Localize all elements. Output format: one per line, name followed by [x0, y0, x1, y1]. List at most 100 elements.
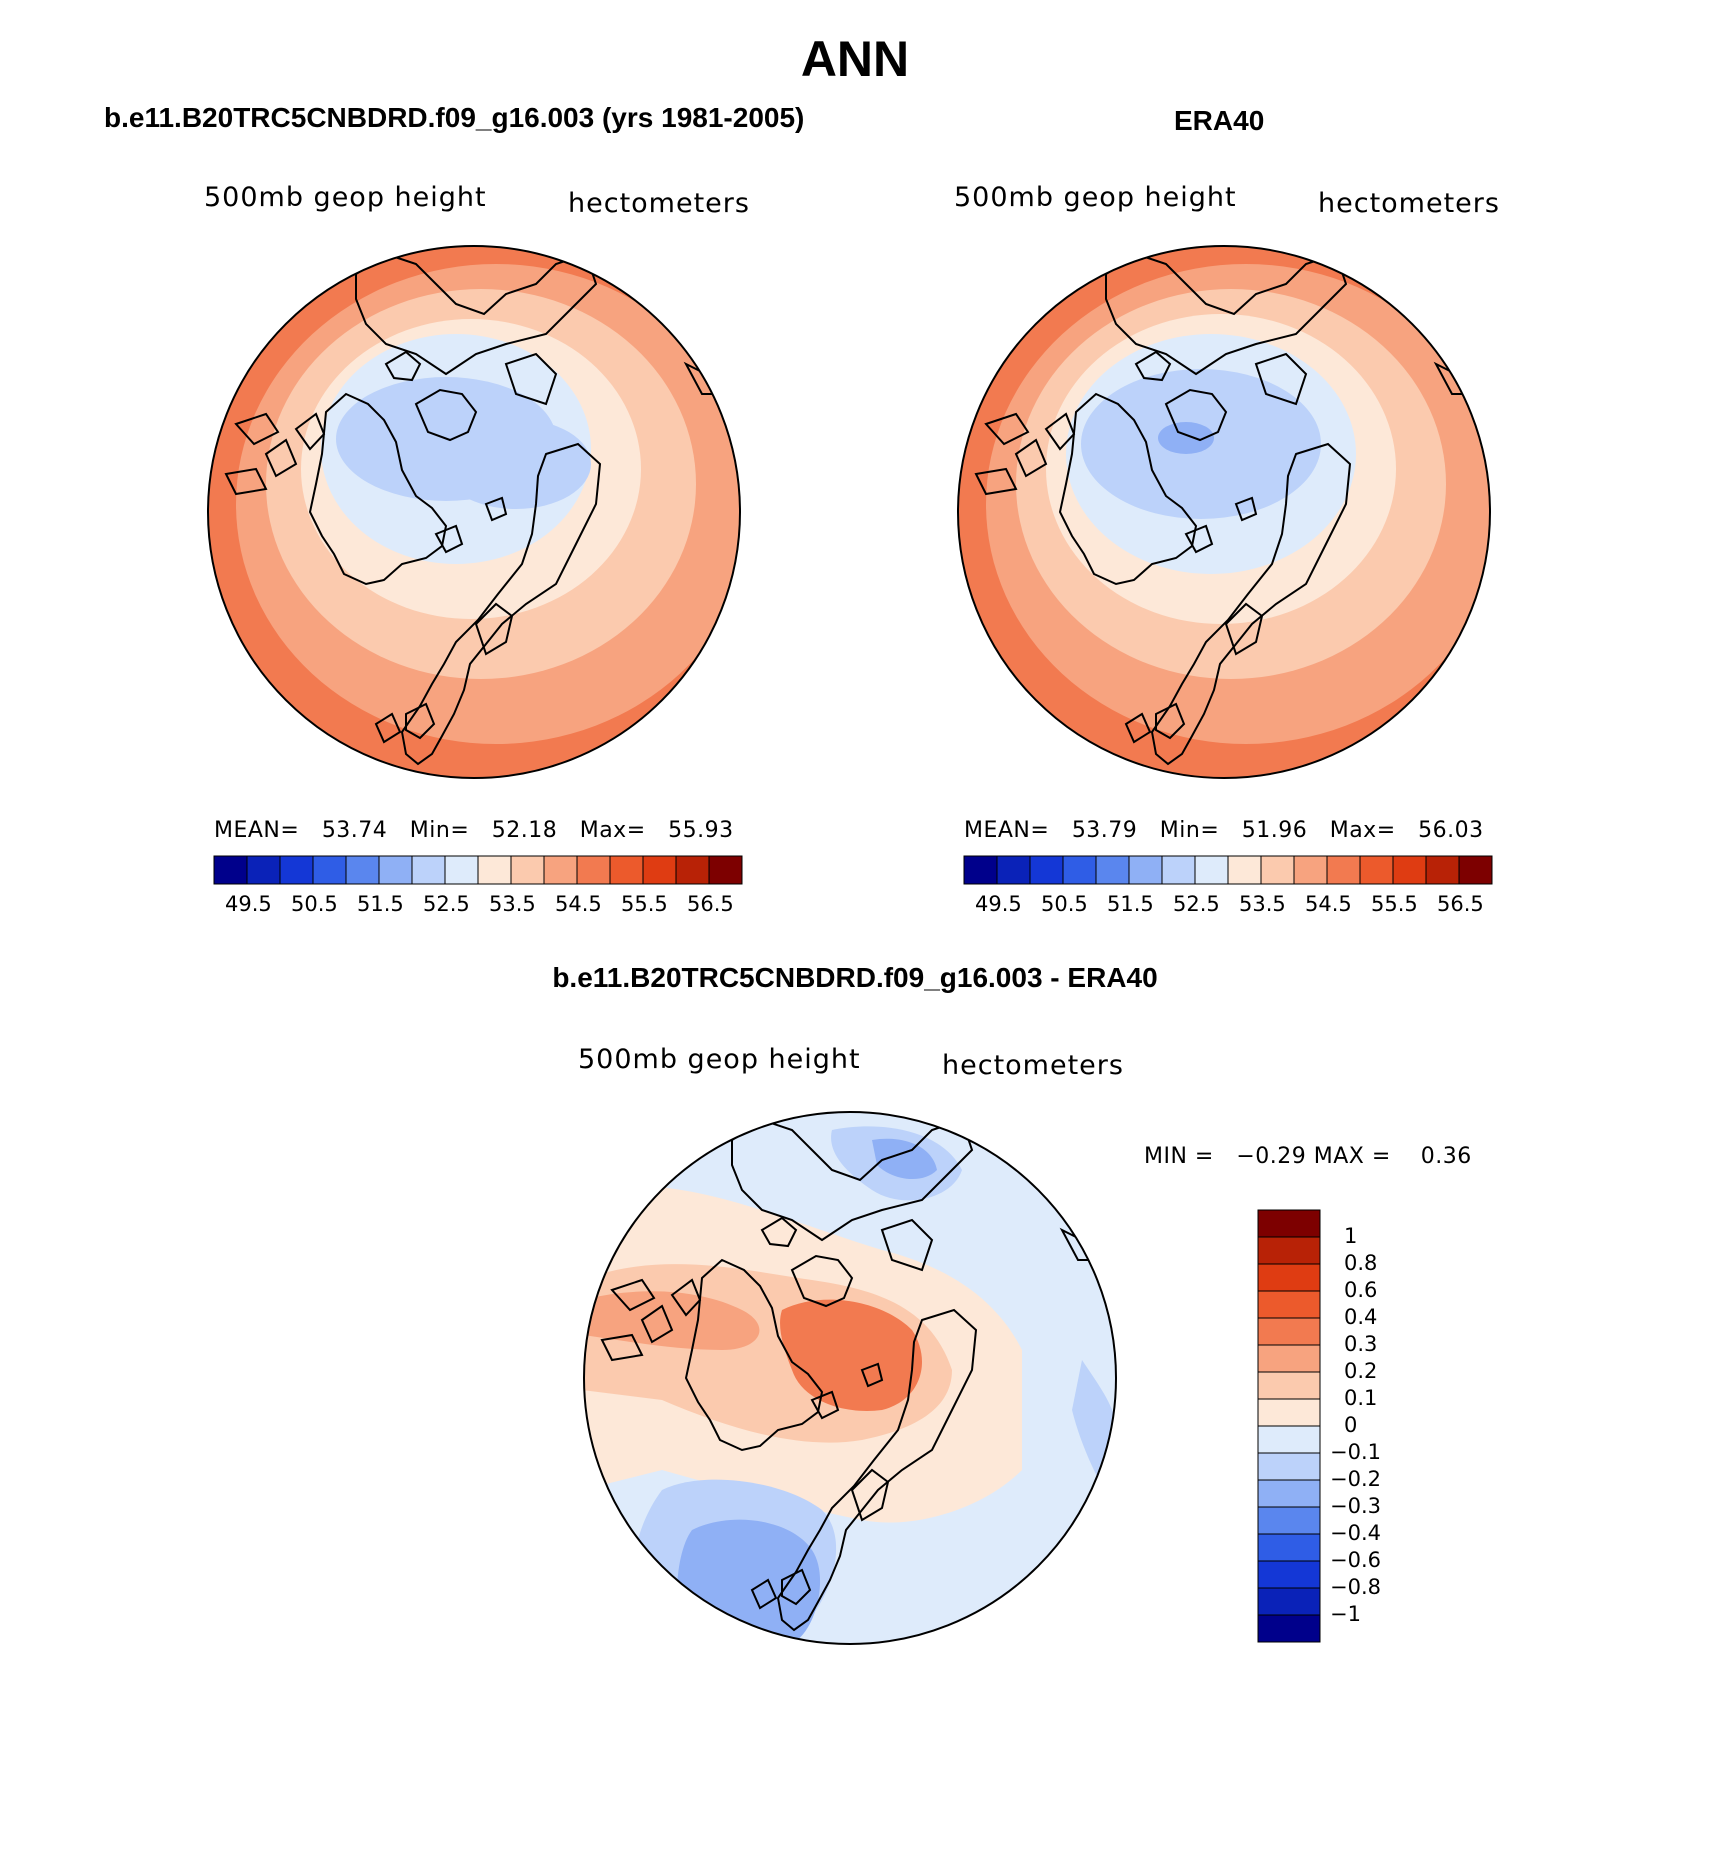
obs-min-value: 51.96: [1241, 818, 1308, 843]
obs-colorbar-swatch: [1227, 855, 1262, 885]
diff-colorbar-swatch: [1257, 1290, 1321, 1319]
diff-colorbar-swatch: [1257, 1587, 1321, 1616]
model-colorbar-swatch: [510, 855, 545, 885]
obs-colorbar-swatch: [1194, 855, 1229, 885]
diff-colorbar-swatch: [1257, 1425, 1321, 1454]
obs-colorbar-swatch: [1425, 855, 1460, 885]
model-colorbar-tick-label: 50.5: [291, 892, 338, 916]
obs-colorbar-swatch: [1359, 855, 1394, 885]
model-colorbar-swatch: [477, 855, 512, 885]
obs-colorbar-tick-label: 54.5: [1305, 892, 1352, 916]
diff-colorbar-tick-label: 0.3: [1344, 1332, 1378, 1356]
diff-panel-title: b.e11.B20TRC5CNBDRD.f09_g16.003 - ERA40: [552, 962, 1158, 993]
obs-colorbar: [963, 855, 1493, 885]
diff-colorbar-tick-label: 0: [1344, 1413, 1358, 1437]
diff-colorbar-swatch: [1257, 1236, 1321, 1265]
obs-mean-label: MEAN=: [964, 818, 1050, 843]
model-colorbar-ticks: 49.5 50.5 51.5 52.5 53.5 54.5 55.5 56.5: [214, 892, 742, 918]
model-colorbar-tick-label: 54.5: [555, 892, 602, 916]
obs-colorbar-swatch: [1029, 855, 1064, 885]
model-colorbar-swatch: [576, 855, 611, 885]
diff-colorbar-tick-label: −0.6: [1330, 1548, 1381, 1572]
obs-colorbar-swatch: [1326, 855, 1361, 885]
obs-colorbar-tick-label: 50.5: [1041, 892, 1088, 916]
obs-colorbar-tick-label: 56.5: [1437, 892, 1484, 916]
obs-colorbar-tick-label: 49.5: [975, 892, 1022, 916]
diff-colorbar-tick-label: −0.4: [1330, 1521, 1381, 1545]
obs-colorbar-swatch: [1128, 855, 1163, 885]
diff-colorbar-swatch: [1257, 1560, 1321, 1589]
obs-colorbar-swatch: [1458, 855, 1493, 885]
diff-units-label: hectometers: [942, 1050, 1124, 1081]
diff-colorbar-tick-label: 0.4: [1344, 1305, 1378, 1329]
figure-title: ANN: [800, 31, 910, 87]
obs-colorbar-swatch: [1062, 855, 1097, 885]
obs-max-label: Max=: [1329, 818, 1396, 843]
diff-colorbar-swatch: [1257, 1398, 1321, 1427]
obs-colorbar-ticks: 49.5 50.5 51.5 52.5 53.5 54.5 55.5 56.5: [964, 892, 1492, 918]
diff-colorbar-tick-label: 0.8: [1344, 1251, 1378, 1275]
model-colorbar-tick-label: 52.5: [423, 892, 470, 916]
model-stats: MEAN= 53.74 Min= 52.18 Max= 55.93: [214, 818, 734, 843]
diff-colorbar-swatch: [1257, 1263, 1321, 1292]
model-units-label: hectometers: [568, 188, 750, 219]
model-variable-label: 500mb geop height: [204, 182, 487, 213]
obs-colorbar-tick-label: 55.5: [1371, 892, 1418, 916]
model-colorbar-swatch: [543, 855, 578, 885]
model-colorbar-tick-label: 56.5: [687, 892, 734, 916]
diff-colorbar-swatch: [1257, 1371, 1321, 1400]
model-colorbar-swatch: [345, 855, 380, 885]
model-mean-value: 53.74: [321, 818, 388, 843]
model-max-value: 55.93: [668, 818, 734, 843]
model-max-label: Max=: [579, 818, 646, 843]
model-colorbar-swatch: [213, 855, 248, 885]
diff-colorbar-swatch: [1257, 1209, 1321, 1238]
obs-stats: MEAN= 53.79 Min= 51.96 Max= 56.03: [964, 818, 1484, 843]
diff-variable-label: 500mb geop height: [578, 1044, 861, 1075]
obs-colorbar-swatch: [1095, 855, 1130, 885]
obs-max-value: 56.03: [1418, 818, 1484, 843]
diff-stats: MIN = −0.29 MAX = 0.36: [1144, 1144, 1472, 1169]
model-polar-map: [207, 245, 741, 779]
diff-max-value: 0.36: [1420, 1144, 1472, 1169]
obs-colorbar-swatch: [1392, 855, 1427, 885]
diff-colorbar-tick-label: 0.6: [1344, 1278, 1378, 1302]
model-colorbar-tick-label: 53.5: [489, 892, 536, 916]
diff-colorbar-swatch: [1257, 1452, 1321, 1481]
diff-polar-map: [583, 1111, 1117, 1645]
model-mean-label: MEAN=: [214, 818, 300, 843]
model-min-label: Min=: [409, 818, 470, 843]
model-colorbar-tick-label: 49.5: [225, 892, 272, 916]
model-min-value: 52.18: [491, 818, 558, 843]
diff-min-value: −0.29: [1236, 1144, 1307, 1169]
diff-colorbar-tick-label: 1: [1344, 1224, 1358, 1248]
obs-colorbar-swatch: [963, 855, 998, 885]
diff-colorbar-ticks: 1 0.8 0.6 0.4 0.3 0.2 0.1 0 −0.1 −0.2 −0.3 −0.4 −0.6…: [1330, 1210, 1450, 1642]
obs-min-label: Min=: [1159, 818, 1220, 843]
diff-max-label: MAX =: [1313, 1144, 1391, 1169]
diff-colorbar-swatch: [1257, 1317, 1321, 1346]
model-colorbar-swatch: [279, 855, 314, 885]
diff-colorbar: [1257, 1209, 1321, 1643]
diff-colorbar-tick-label: −0.3: [1330, 1494, 1381, 1518]
diff-colorbar-swatch: [1257, 1479, 1321, 1508]
model-colorbar-swatch: [411, 855, 446, 885]
obs-variable-label: 500mb geop height: [954, 182, 1237, 213]
diff-min-label: MIN =: [1144, 1144, 1214, 1169]
obs-colorbar-swatch: [996, 855, 1031, 885]
diff-colorbar-tick-label: −0.8: [1330, 1575, 1381, 1599]
diff-colorbar-tick-label: −0.2: [1330, 1467, 1381, 1491]
model-colorbar-swatch: [378, 855, 413, 885]
model-colorbar-swatch: [675, 855, 710, 885]
diff-colorbar-swatch: [1257, 1614, 1321, 1643]
obs-colorbar-tick-label: 52.5: [1173, 892, 1220, 916]
model-panel-title: b.e11.B20TRC5CNBDRD.f09_g16.003 (yrs 198…: [104, 102, 805, 133]
obs-panel-title: ERA40: [1174, 105, 1265, 136]
diff-colorbar-tick-label: −0.1: [1330, 1440, 1381, 1464]
diff-colorbar-swatch: [1257, 1533, 1321, 1562]
obs-units-label: hectometers: [1318, 188, 1500, 219]
diff-colorbar-tick-label: 0.1: [1344, 1386, 1378, 1410]
model-colorbar-swatch: [312, 855, 347, 885]
model-colorbar: [213, 855, 743, 885]
